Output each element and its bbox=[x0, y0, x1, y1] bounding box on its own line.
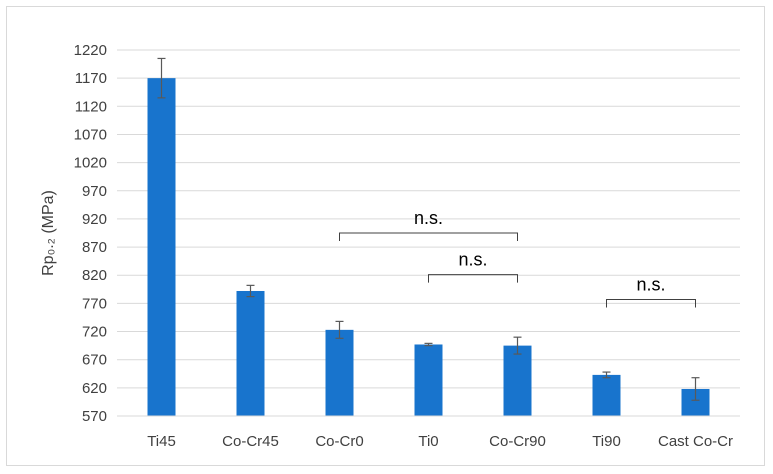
bar-co-cr45 bbox=[236, 290, 265, 416]
y-tick-label-870: 870 bbox=[82, 239, 107, 256]
significance-label-3: n.s. bbox=[636, 274, 665, 294]
x-tick-label-ti0: Ti0 bbox=[418, 433, 438, 450]
bar-ti90 bbox=[592, 374, 621, 416]
chart-frame bbox=[6, 6, 765, 466]
x-tick-label-co-cr0: Co-Cr0 bbox=[315, 433, 363, 450]
y-tick-label-670: 670 bbox=[82, 352, 107, 369]
x-tick-label-cast-co-cr: Cast Co-Cr bbox=[658, 433, 733, 450]
significance-label-2: n.s. bbox=[458, 250, 487, 270]
significance-label-1: n.s. bbox=[414, 208, 443, 228]
significance-bracket-2 bbox=[428, 274, 518, 283]
y-axis-label: Rp₀.₂ (MPa) bbox=[40, 190, 57, 276]
y-tick-label-720: 720 bbox=[82, 324, 107, 341]
x-tick-label-co-cr90: Co-Cr90 bbox=[489, 433, 546, 450]
y-tick-label-770: 770 bbox=[82, 295, 107, 312]
y-tick-label-570: 570 bbox=[82, 408, 107, 425]
significance-bracket-1 bbox=[339, 232, 518, 241]
significance-bracket-3 bbox=[606, 298, 696, 308]
bar-co-cr90 bbox=[503, 345, 532, 416]
bar-ti45 bbox=[147, 78, 176, 417]
y-tick-label-970: 970 bbox=[82, 183, 107, 200]
y-tick-label-1020: 1020 bbox=[74, 155, 107, 172]
bar-ti0 bbox=[414, 344, 443, 416]
y-tick-label-1170: 1170 bbox=[75, 70, 107, 87]
y-tick-label-1120: 1120 bbox=[75, 98, 107, 115]
bar-co-cr0 bbox=[325, 329, 354, 416]
x-tick-label-co-cr45: Co-Cr45 bbox=[222, 433, 279, 450]
y-tick-label-1070: 1070 bbox=[74, 126, 107, 143]
y-tick-label-620: 620 bbox=[82, 380, 107, 397]
y-tick-label-920: 920 bbox=[82, 211, 107, 228]
y-tick-label-1220: 1220 bbox=[74, 42, 107, 59]
y-tick-label-820: 820 bbox=[82, 267, 107, 284]
x-tick-label-ti45: Ti45 bbox=[147, 433, 176, 450]
x-tick-label-ti90: Ti90 bbox=[592, 433, 621, 450]
